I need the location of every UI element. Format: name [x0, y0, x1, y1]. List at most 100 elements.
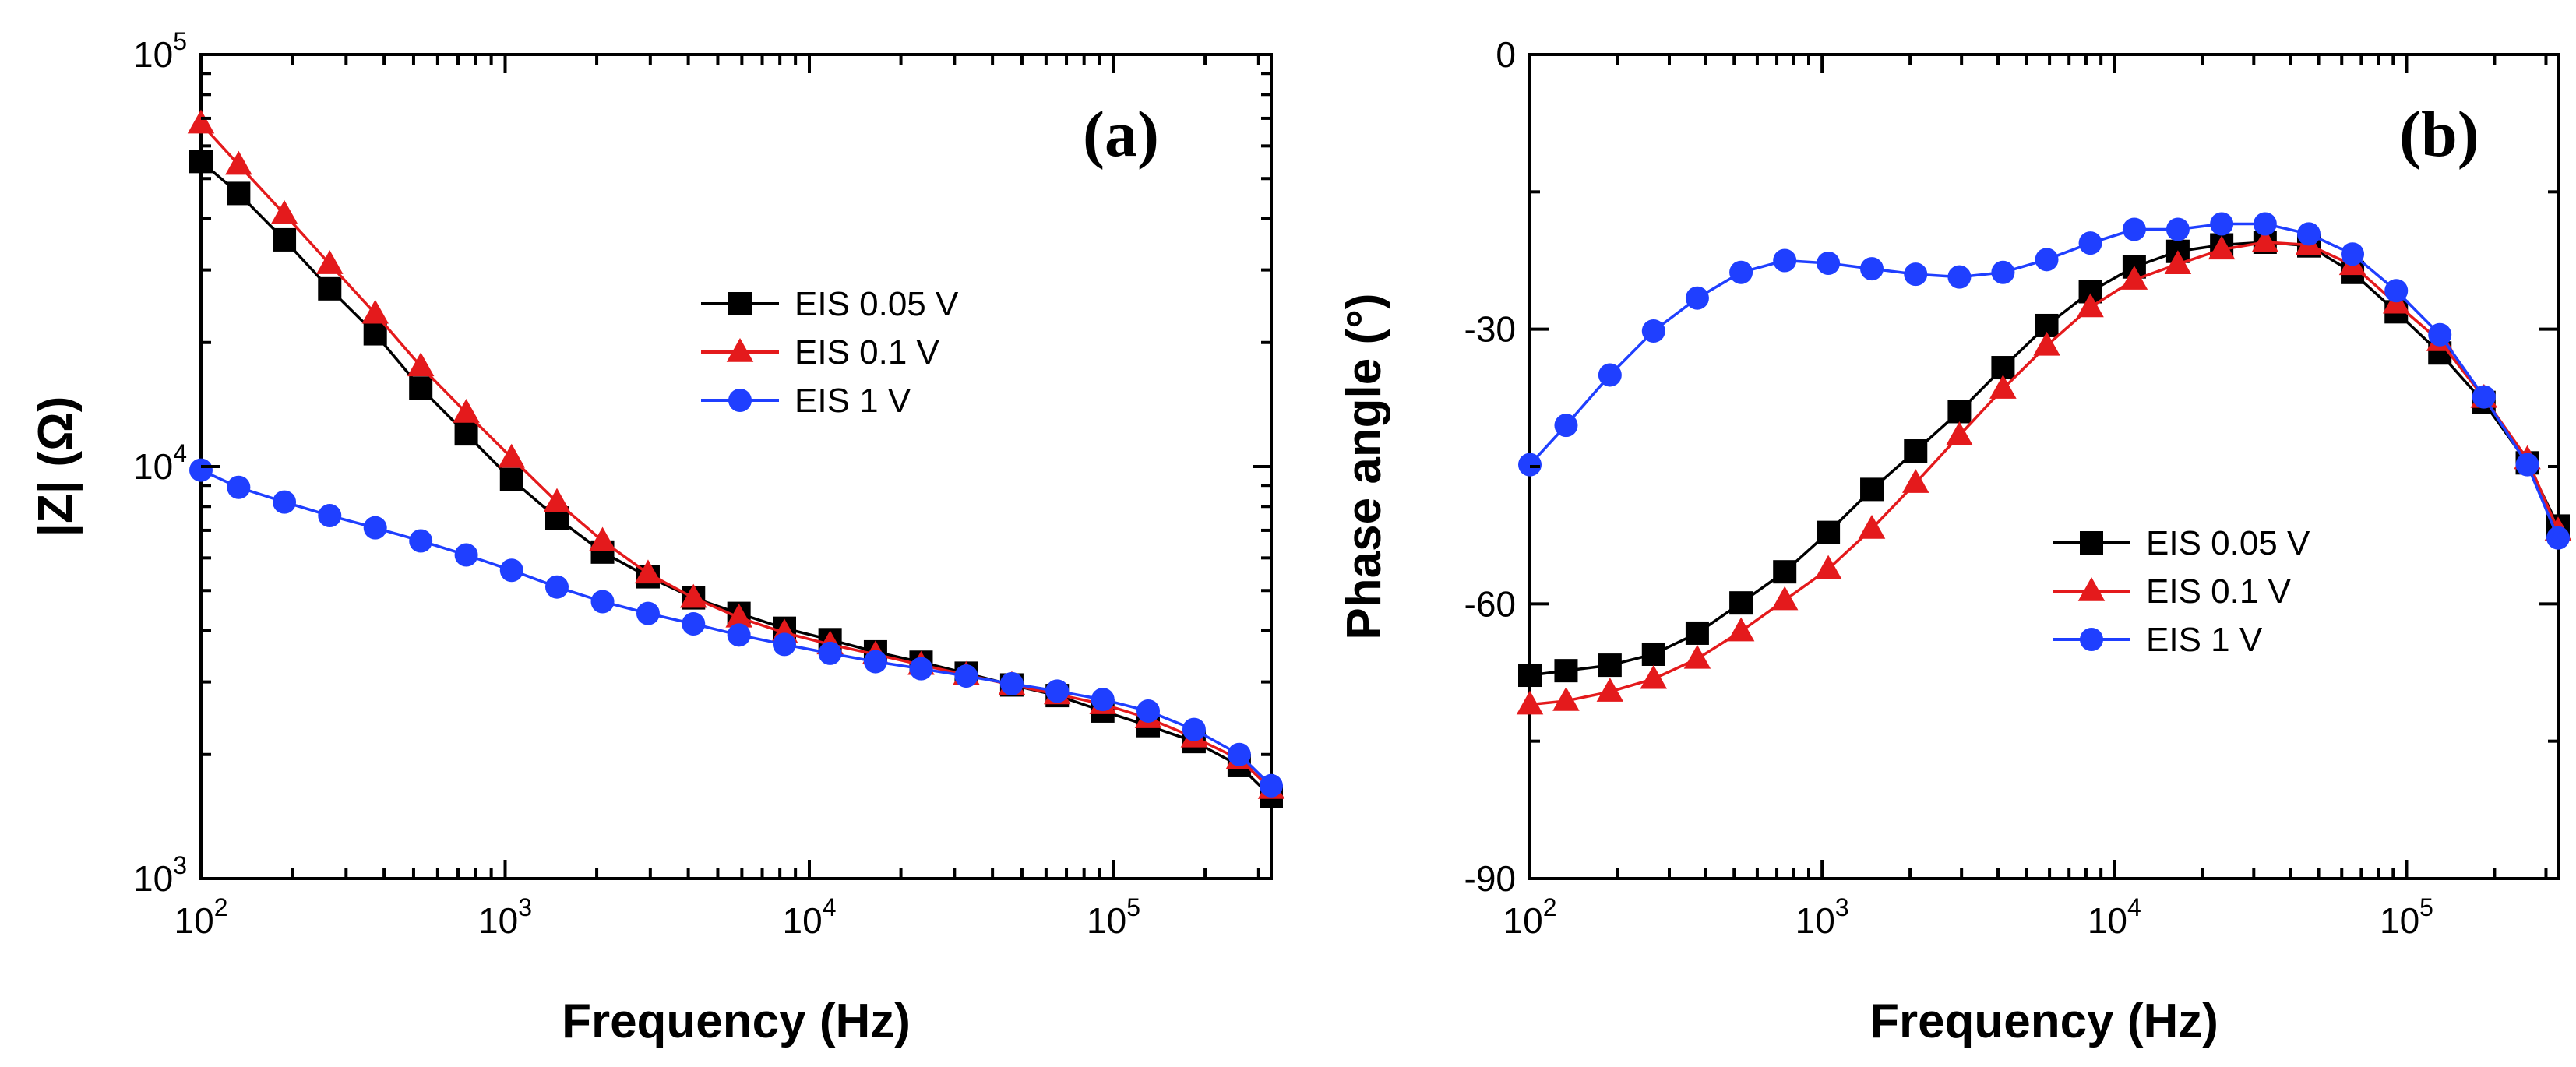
data-point-b-2-7 — [1817, 252, 1841, 276]
data-point-b-1-1 — [1552, 686, 1580, 711]
x-tick-label-a-2-base: 10 — [783, 900, 823, 941]
y-tick-label-a-0-exp: 3 — [173, 851, 187, 879]
legend-label-b-2: EIS 1 V — [2146, 621, 2263, 659]
legend-marker-a-1 — [726, 338, 754, 362]
y-tick-label-b-2: -60 — [1464, 583, 1516, 624]
data-point-a-2-16 — [909, 657, 933, 681]
x-tick-label-a-0: 102 — [174, 893, 228, 941]
x-tick-label-b-1-base: 10 — [1795, 900, 1835, 941]
data-point-b-1-4 — [1683, 644, 1711, 669]
legend-label-b-1: EIS 0.1 V — [2146, 572, 2292, 611]
y-axis-label-b: Phase angle (°) — [1337, 293, 1391, 639]
series-line-a-1 — [199, 122, 1273, 791]
data-point-b-0-9 — [1904, 439, 1928, 463]
data-point-a-1-0 — [187, 109, 215, 134]
y-tick-label-a-0: 103 — [133, 851, 187, 899]
data-point-b-0-0 — [1518, 664, 1542, 688]
plot-frame-b — [1528, 53, 2560, 880]
data-point-b-2-24 — [2546, 526, 2570, 550]
data-point-b-1-10 — [1946, 421, 1973, 445]
x-tick-label-b-3: 105 — [2380, 893, 2433, 941]
data-point-a-2-19 — [1045, 679, 1070, 703]
data-point-a-0-0 — [189, 150, 213, 174]
data-point-a-2-6 — [454, 543, 478, 567]
data-point-a-2-2 — [273, 490, 297, 514]
y-tick-label-b-1: -30 — [1464, 309, 1516, 350]
data-point-a-2-14 — [818, 641, 842, 665]
x-tick-label-a-1-base: 10 — [478, 900, 518, 941]
data-point-b-1-17 — [2251, 227, 2279, 252]
data-point-b-0-10 — [1947, 400, 1972, 424]
data-point-b-0-5 — [1729, 591, 1753, 615]
data-point-b-2-9 — [1904, 262, 1928, 287]
data-point-a-2-4 — [363, 516, 387, 540]
panel-label-a: (a) — [1083, 98, 1159, 171]
x-tick-label-a-0-base: 10 — [174, 900, 214, 941]
data-point-a-2-11 — [682, 612, 706, 636]
data-point-b-2-11 — [1991, 260, 2015, 284]
y-tick-label-a-2-exp: 5 — [173, 27, 187, 55]
x-tick-label-b-0-base: 10 — [1503, 900, 1543, 941]
data-point-b-1-2 — [1596, 678, 1624, 702]
data-point-a-0-5 — [409, 376, 433, 400]
x-tick-label-b-3-exp: 5 — [2419, 893, 2433, 921]
data-point-a-2-13 — [773, 632, 797, 657]
data-point-b-2-6 — [1773, 248, 1797, 273]
data-point-a-1-11 — [680, 583, 707, 608]
plot-area-a — [187, 109, 1285, 808]
data-point-a-1-5 — [407, 352, 435, 377]
x-tick-label-a-3-exp: 5 — [1126, 893, 1140, 921]
data-point-b-2-23 — [2515, 453, 2539, 477]
data-point-a-2-7 — [499, 558, 523, 583]
data-point-b-2-20 — [2384, 279, 2409, 303]
data-point-b-2-0 — [1518, 453, 1542, 477]
data-point-a-1-7 — [498, 443, 526, 468]
data-point-a-2-9 — [590, 590, 615, 614]
y-tick-label-a-0-base: 10 — [133, 858, 173, 899]
data-point-b-1-11 — [1989, 375, 2017, 399]
data-point-b-2-21 — [2428, 322, 2452, 347]
data-point-b-0-2 — [1598, 653, 1622, 678]
legend-marker-a-0 — [728, 292, 752, 315]
y-tick-label-b-0: 0 — [1496, 34, 1516, 75]
data-point-a-2-1 — [227, 475, 251, 499]
plot-frame-a — [199, 53, 1273, 880]
data-point-b-2-2 — [1598, 363, 1622, 387]
data-point-b-0-3 — [1641, 642, 1665, 666]
data-point-b-1-13 — [2077, 293, 2104, 318]
data-point-a-1-3 — [316, 250, 344, 274]
y-axis-label-a: |Z| (Ω) — [29, 396, 83, 537]
data-point-b-1-5 — [1727, 617, 1755, 642]
x-tick-label-a-3: 105 — [1087, 893, 1140, 941]
data-point-a-1-4 — [361, 299, 389, 324]
x-axis-label-a: Frequency (Hz) — [562, 995, 911, 1048]
y-tick-label-a-1-exp: 4 — [173, 439, 187, 467]
data-point-b-2-10 — [1947, 265, 1972, 289]
data-point-b-0-4 — [1685, 621, 1709, 645]
x-tick-label-a-1-exp: 3 — [518, 893, 532, 921]
y-tick-label-b-3: -90 — [1464, 858, 1516, 899]
data-point-a-0-2 — [273, 227, 297, 252]
data-point-b-2-17 — [2253, 212, 2277, 236]
data-point-b-2-14 — [2122, 217, 2146, 241]
data-point-a-0-3 — [318, 276, 342, 301]
data-point-a-1-6 — [453, 399, 480, 423]
x-tick-label-a-0-exp: 2 — [214, 893, 228, 921]
data-point-b-1-7 — [1814, 555, 1842, 579]
x-tick-label-a-1: 103 — [478, 893, 532, 941]
x-tick-label-b-1: 103 — [1795, 893, 1849, 941]
data-point-a-1-12 — [725, 603, 752, 628]
data-point-a-0-6 — [454, 422, 478, 446]
plot-area-b — [1516, 212, 2572, 715]
data-point-a-1-8 — [543, 488, 571, 512]
data-point-a-2-23 — [1227, 742, 1251, 766]
data-point-b-1-15 — [2164, 250, 2192, 274]
x-tick-label-b-2: 104 — [2088, 893, 2141, 941]
data-point-a-2-0 — [189, 458, 213, 482]
legend-marker-b-0 — [2080, 531, 2103, 555]
data-point-b-1-0 — [1516, 690, 1544, 715]
data-point-b-0-8 — [1860, 477, 1884, 502]
data-point-a-2-22 — [1182, 717, 1206, 741]
